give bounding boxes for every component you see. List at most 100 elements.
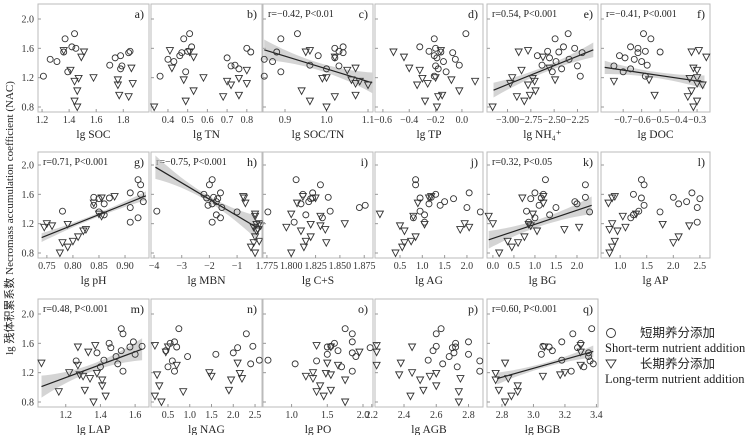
long-term-point bbox=[454, 388, 464, 397]
x-tick-label: 1.2 bbox=[36, 115, 49, 126]
long-term-point bbox=[181, 97, 190, 106]
short-term-point bbox=[452, 339, 460, 347]
short-term-point bbox=[175, 325, 183, 333]
short-term-point bbox=[589, 360, 597, 368]
short-term-point bbox=[634, 44, 642, 52]
panel-e: −3.00 −2.75 −2.50 −2.25 lg NH₄⁺ e) r=0.54, P<0… bbox=[486, 3, 599, 141]
long-term-point bbox=[406, 237, 416, 246]
long-term-point bbox=[550, 76, 560, 85]
long-term-point bbox=[296, 227, 306, 236]
panel-letter: a) bbox=[135, 7, 144, 21]
y-tick-label: 2.0 bbox=[22, 15, 35, 26]
long-term-point bbox=[333, 361, 343, 370]
long-term-point bbox=[282, 223, 291, 232]
long-term-point bbox=[396, 359, 406, 368]
short-term-point bbox=[203, 194, 211, 202]
x-tick-label: 2.0 bbox=[571, 261, 584, 272]
x-tick-label: 1.6 bbox=[129, 410, 142, 421]
legend: 短期养分添加 Short-term nutrient addition 长期养分… bbox=[605, 325, 745, 386]
short-term-point bbox=[627, 43, 635, 51]
long-term-point bbox=[301, 48, 311, 57]
short-term-point bbox=[669, 193, 677, 201]
long-term-point bbox=[528, 210, 538, 219]
y-axis-title: lg 残体积累系数 Necromass accumulation coeffic… bbox=[2, 81, 16, 355]
correlation-stat: r=0.60, P<0.001 bbox=[492, 304, 557, 315]
short-term-point bbox=[627, 214, 635, 222]
long-term-point bbox=[605, 249, 614, 258]
short-term-point bbox=[355, 204, 363, 211]
x-tick-label: 1.0 bbox=[529, 261, 542, 272]
long-term-point bbox=[415, 376, 425, 385]
long-term-point bbox=[326, 343, 336, 352]
short-term-point bbox=[538, 61, 546, 69]
short-term-point bbox=[117, 65, 125, 73]
long-term-point bbox=[351, 80, 360, 88]
long-term-point bbox=[424, 194, 434, 203]
short-term-point bbox=[586, 208, 594, 216]
long-term-point bbox=[97, 382, 107, 391]
short-term-point bbox=[455, 61, 463, 69]
short-term-point bbox=[465, 338, 472, 346]
long-term-point bbox=[90, 342, 100, 350]
long-term-point bbox=[420, 220, 429, 229]
short-term-point bbox=[302, 211, 310, 219]
long-term-point bbox=[224, 386, 234, 395]
x-tick-label: −4 bbox=[149, 261, 160, 272]
long-term-point bbox=[687, 48, 696, 57]
long-term-point bbox=[491, 369, 500, 378]
long-term-point bbox=[507, 392, 516, 401]
long-term-point bbox=[658, 220, 667, 229]
short-term-point bbox=[341, 325, 349, 333]
y-tick-label: 1.2 bbox=[22, 368, 35, 379]
long-term-point bbox=[488, 220, 498, 229]
short-term-point bbox=[571, 198, 579, 206]
short-term-point bbox=[339, 49, 347, 57]
short-term-point bbox=[335, 62, 343, 70]
long-term-point bbox=[399, 53, 409, 62]
long-term-point bbox=[425, 372, 435, 381]
x-tick-label: 2.8 bbox=[496, 410, 509, 421]
short-term-point bbox=[531, 214, 539, 222]
x-tick-label: −3.00 bbox=[496, 115, 519, 126]
panel-letter: d) bbox=[468, 7, 478, 21]
long-term-point bbox=[94, 210, 104, 219]
long-term-point bbox=[420, 97, 430, 106]
long-term-point bbox=[241, 199, 250, 208]
short-term-point bbox=[327, 342, 335, 350]
y-tick-label: 1.6 bbox=[22, 339, 35, 350]
long-term-point bbox=[250, 249, 260, 258]
short-term-point bbox=[72, 44, 80, 52]
long-term-point bbox=[165, 47, 175, 55]
long-term-point bbox=[607, 243, 617, 252]
short-term-point bbox=[119, 367, 127, 375]
short-term-point bbox=[269, 58, 276, 65]
panel-letter: g) bbox=[134, 155, 144, 169]
x-axis-title: lg NH₄⁺ bbox=[523, 129, 562, 141]
panel-n: 0.5 1.0 1.5 2.0 2.5 lg NAG n) bbox=[150, 298, 263, 435]
short-term-point bbox=[184, 353, 192, 360]
short-term-point bbox=[137, 181, 145, 189]
x-tick-label: 0.90 bbox=[116, 261, 134, 272]
x-tick-label: 1.5 bbox=[205, 410, 218, 421]
long-term-point bbox=[128, 80, 138, 88]
short-term-point bbox=[564, 30, 572, 38]
x-tick-label: −2 bbox=[204, 261, 215, 272]
long-term-point bbox=[301, 237, 311, 246]
long-term-point bbox=[531, 87, 540, 96]
long-term-point bbox=[702, 53, 711, 62]
long-term-point bbox=[687, 87, 696, 96]
short-term-point bbox=[640, 30, 647, 38]
short-term-point bbox=[173, 343, 181, 351]
long-term-point bbox=[322, 239, 331, 248]
regression-line bbox=[497, 350, 594, 380]
long-term-point bbox=[326, 371, 336, 380]
long-term-point bbox=[127, 64, 136, 73]
long-term-point bbox=[520, 233, 529, 242]
short-term-point bbox=[90, 201, 98, 209]
x-tick-label: 0.80 bbox=[64, 261, 82, 272]
long-term-point bbox=[305, 97, 315, 106]
short-term-point bbox=[277, 68, 285, 76]
x-tick-label: 2.0 bbox=[667, 261, 680, 272]
long-term-point bbox=[540, 343, 549, 352]
short-term-point bbox=[581, 193, 589, 201]
